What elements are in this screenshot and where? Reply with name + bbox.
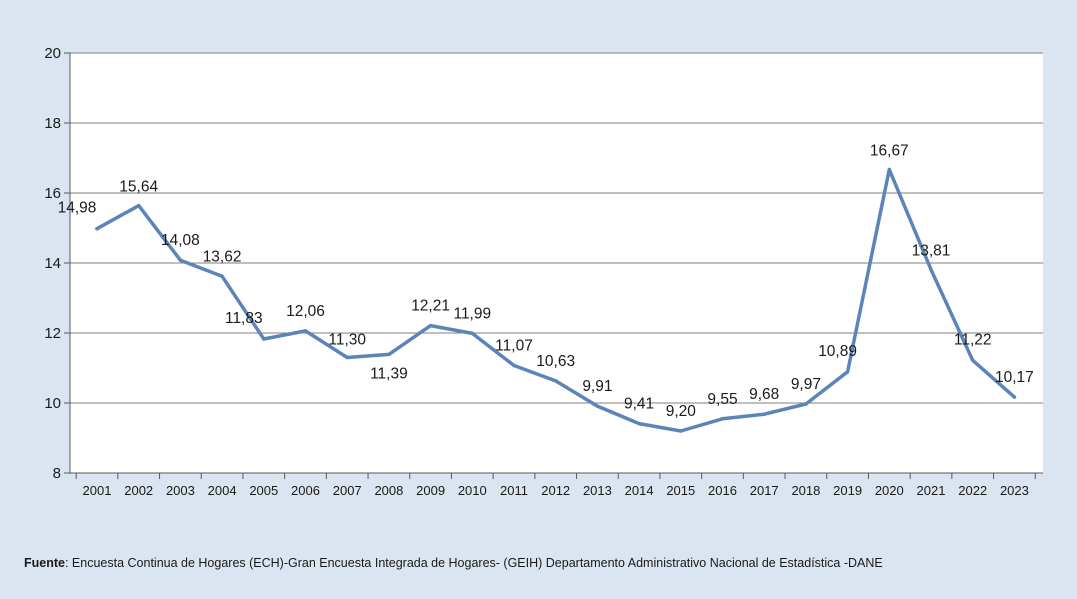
data-point bbox=[178, 258, 183, 262]
x-tick-label: 2011 bbox=[500, 483, 528, 498]
x-tick-label: 2023 bbox=[1000, 483, 1029, 498]
data-label: 9,68 bbox=[749, 386, 779, 403]
x-tick-label: 2021 bbox=[917, 483, 946, 498]
x-tick-label: 2001 bbox=[83, 483, 112, 498]
data-point bbox=[512, 363, 516, 368]
data-point bbox=[887, 167, 892, 172]
x-tick-label: 2019 bbox=[833, 483, 862, 498]
data-label: 14,08 bbox=[161, 232, 200, 249]
data-label: 15,64 bbox=[119, 179, 158, 196]
x-tick-label: 2018 bbox=[791, 483, 820, 498]
x-tick-label: 2020 bbox=[875, 483, 904, 498]
data-point bbox=[720, 417, 725, 421]
y-tick-label: 18 bbox=[44, 115, 61, 132]
x-tick-label: 2022 bbox=[958, 483, 987, 498]
data-label: 11,22 bbox=[954, 331, 992, 348]
data-label: 11,30 bbox=[328, 332, 366, 349]
data-point bbox=[679, 429, 683, 433]
x-tick-label: 2002 bbox=[124, 483, 153, 498]
x-tick-label: 2012 bbox=[541, 483, 570, 498]
data-point bbox=[929, 267, 933, 272]
y-tick-label: 16 bbox=[44, 185, 61, 202]
source-text: : Encuesta Continua de Hogares (ECH)-Gra… bbox=[64, 556, 883, 570]
data-point bbox=[1012, 395, 1017, 399]
data-label: 9,55 bbox=[707, 391, 737, 408]
data-label: 16,67 bbox=[870, 143, 909, 160]
y-tick-label: 10 bbox=[44, 395, 61, 412]
x-tick-label: 2008 bbox=[374, 483, 403, 498]
data-point bbox=[804, 402, 808, 406]
data-label: 13,62 bbox=[203, 248, 242, 265]
data-label: 9,20 bbox=[666, 403, 697, 420]
data-label: 11,83 bbox=[225, 310, 263, 327]
x-tick-label: 2009 bbox=[416, 483, 445, 498]
data-point bbox=[595, 404, 600, 408]
data-point bbox=[845, 370, 850, 374]
x-tick-label: 2017 bbox=[750, 483, 779, 498]
data-point bbox=[95, 226, 99, 231]
data-label: 11,39 bbox=[370, 365, 408, 382]
data-point bbox=[262, 337, 266, 341]
data-point bbox=[345, 355, 349, 360]
x-tick-label: 2005 bbox=[249, 483, 278, 498]
data-label: 10,63 bbox=[536, 353, 575, 370]
data-point bbox=[136, 203, 141, 208]
x-tick-label: 2010 bbox=[458, 483, 487, 498]
x-tick-label: 2016 bbox=[708, 483, 737, 498]
x-tick-label: 2003 bbox=[166, 483, 195, 498]
gridlines bbox=[70, 52, 1043, 404]
x-tick-label: 2007 bbox=[333, 483, 362, 498]
x-tick-label: 2014 bbox=[625, 483, 654, 498]
data-point bbox=[553, 379, 558, 383]
data-label: 9,91 bbox=[582, 378, 612, 395]
y-tick-label: 12 bbox=[44, 325, 61, 342]
data-point bbox=[387, 352, 391, 357]
y-tick-labels: 8 10 12 14 16 18 20 bbox=[44, 45, 61, 482]
y-tick-label: 8 bbox=[53, 465, 61, 482]
data-label: 12,06 bbox=[286, 303, 325, 320]
x-tick-labels: 2001 2002 2003 2004 2005 2006 2007 2008 2009 2010… bbox=[83, 483, 1029, 498]
data-label: 9,41 bbox=[624, 396, 654, 413]
data-point bbox=[303, 329, 308, 333]
data-label: 11,99 bbox=[453, 305, 491, 322]
data-point bbox=[220, 274, 224, 279]
data-label: 13,81 bbox=[912, 243, 951, 260]
y-tick-label: 20 bbox=[44, 45, 61, 62]
data-point bbox=[637, 421, 641, 426]
series-layer bbox=[95, 167, 1017, 433]
data-label: 9,97 bbox=[791, 376, 821, 393]
data-label: 10,17 bbox=[995, 369, 1034, 386]
data-point bbox=[428, 323, 433, 328]
y-tick-label: 14 bbox=[44, 255, 61, 272]
source-label: Fuente bbox=[24, 556, 65, 570]
data-point bbox=[762, 412, 766, 416]
x-tick-label: 2004 bbox=[208, 483, 237, 498]
data-point bbox=[470, 331, 475, 336]
x-tick-label: 2013 bbox=[583, 483, 612, 498]
data-label: 10,89 bbox=[818, 343, 857, 360]
x-tick-label: 2015 bbox=[666, 483, 695, 498]
source-note: Fuente: Encuesta Continua de Hogares (EC… bbox=[24, 556, 883, 570]
x-tick-label: 2006 bbox=[291, 483, 320, 498]
data-point bbox=[970, 358, 975, 363]
data-label: 14,98 bbox=[58, 200, 97, 217]
data-label: 12,21 bbox=[411, 298, 450, 315]
axes bbox=[64, 52, 1043, 479]
data-label: 11,07 bbox=[495, 338, 533, 355]
